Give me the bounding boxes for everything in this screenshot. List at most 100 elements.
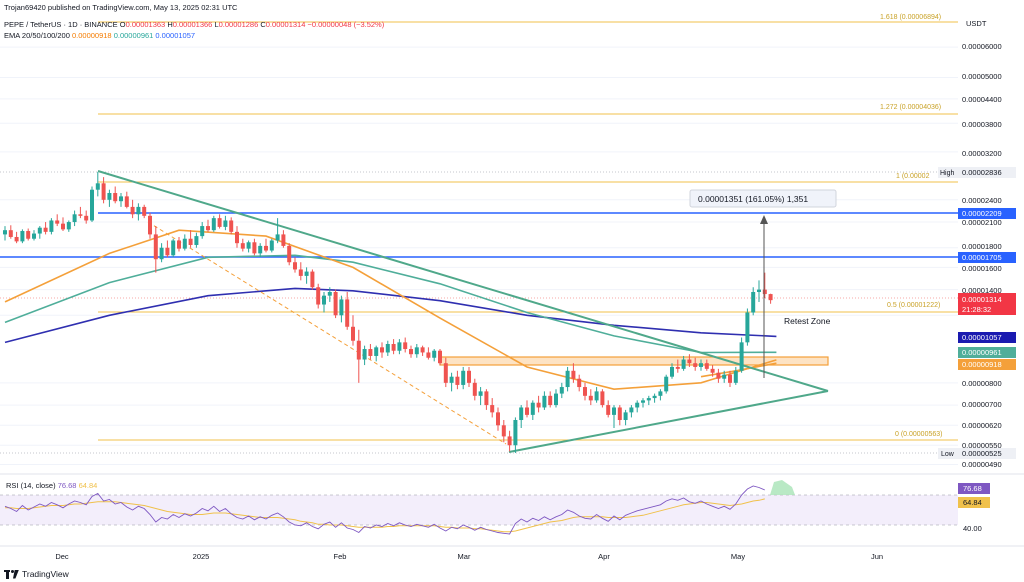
candle-body (246, 242, 251, 249)
candle-body (670, 366, 674, 377)
candle-body (43, 227, 48, 232)
trendlines (97, 170, 829, 453)
candle-body (165, 247, 170, 256)
tradingview-footer[interactable]: TradingView (4, 569, 69, 579)
candle-body (32, 233, 36, 239)
candle-body (414, 347, 419, 355)
candle-body (229, 220, 234, 232)
price-tick-label: 0.00004400 (962, 95, 1002, 104)
low-value-tag (958, 448, 1016, 459)
ohlc-low-label: L (214, 20, 219, 29)
rsi-lines (4, 485, 765, 535)
price-tick-label: 0.00000620 (962, 421, 1002, 430)
candle-body (264, 245, 268, 251)
candle-body (467, 370, 471, 383)
price-tick-label: 0.00002400 (962, 196, 1002, 205)
candle-body (55, 220, 60, 224)
candle-body (281, 234, 286, 246)
candle-body (548, 395, 553, 406)
candle-body (391, 343, 396, 351)
rsi-title[interactable]: RSI (14, close) (6, 481, 56, 490)
grid (0, 46, 958, 465)
ohlc-close-label: C (260, 20, 266, 29)
candle-body (513, 420, 518, 446)
rsi-value-tag (958, 483, 990, 494)
ohlc-open-label: O (119, 20, 126, 29)
retest-zone-label: Retest Zone (784, 316, 831, 326)
candle-body (124, 196, 129, 207)
ohlc-high: 0.00001366 (172, 20, 213, 29)
ohlc-low: 0.00001286 (218, 20, 259, 29)
candle-body (252, 242, 257, 254)
ema200-line (4, 287, 777, 344)
candle-body (107, 193, 112, 200)
ascending-trendline (508, 390, 829, 453)
candle-body (37, 227, 42, 234)
time-tick-label: 2025 (193, 552, 210, 561)
candle-body (397, 342, 402, 351)
candle-body (675, 366, 680, 369)
candle-body (426, 352, 431, 358)
candle-body (217, 218, 222, 227)
measure-label-box (689, 189, 837, 208)
fib-1-label: 1 (0.00002 (896, 173, 930, 180)
candle-body (240, 243, 245, 249)
candle-body (333, 291, 338, 316)
candle-body (484, 391, 489, 406)
high-value: 0.00002836 (962, 168, 1002, 177)
candle-body (641, 400, 645, 403)
price-tick-label: 0.00005000 (962, 72, 1002, 81)
ema200-value: 0.00001057 (962, 333, 1002, 342)
candle-body (84, 215, 89, 221)
candle-body (14, 236, 19, 242)
candle-body (757, 289, 761, 292)
dashed-projection (147, 221, 507, 445)
candle-body (362, 349, 367, 360)
candle-body (733, 370, 738, 383)
time-tick-label: Mar (458, 552, 471, 561)
candle-body (438, 350, 442, 364)
price-tick-label: 0.00006000 (962, 42, 1002, 51)
candle-body (385, 343, 390, 353)
candle-body (583, 387, 587, 396)
ohlc-open: 0.00001363 (125, 20, 166, 29)
ema50-value: 0.00000918 (962, 360, 1002, 369)
price-tick-label: 0.00003800 (962, 120, 1002, 129)
candle-body (658, 391, 663, 396)
publisher-line: Trojan69420 published on TradingView.com… (4, 3, 238, 12)
measure-arrowhead-icon (760, 215, 768, 224)
time-axis[interactable]: Dec 2025 Feb Mar Apr May Jun (55, 552, 883, 561)
fib-05-label: 0.5 (0.00001222) (887, 302, 940, 309)
resistance-1-tag (958, 208, 1016, 219)
ohlc-high-label: H (167, 20, 173, 29)
price-axis[interactable]: USDT 0.00006000 0.00005000 0.00004400 0.000… (962, 19, 1002, 469)
candle-body (571, 370, 576, 379)
candle-body (443, 363, 448, 383)
candle-body (258, 245, 263, 254)
low-tag-label: Low (941, 451, 955, 458)
candle-body (403, 342, 408, 350)
candle-body (478, 391, 483, 396)
ema-label[interactable]: EMA 20/50/100/200 (4, 31, 70, 40)
measure-tool: 0.00001351 (161.05%) 1,351 (689, 189, 837, 378)
candle-body (623, 412, 628, 421)
price-tick-label: 0.00000800 (962, 379, 1002, 388)
ema-value-1: 0.00000918 (71, 31, 112, 40)
candle-body (449, 376, 454, 383)
candle-body (177, 240, 181, 249)
candle-body (472, 382, 477, 396)
rsi-legend-ma: 64.84 (78, 481, 98, 490)
candle-body (681, 359, 686, 369)
legend-ohlc[interactable]: PEPE / TetherUS · 1D · BINANCE O0.000013… (4, 20, 384, 29)
candle-body (496, 412, 500, 426)
symbol-label[interactable]: PEPE / TetherUS · 1D · BINANCE (4, 20, 118, 29)
candle-body (194, 236, 199, 245)
rsi-value: 76.68 (963, 484, 982, 493)
candle-body (751, 291, 756, 313)
candle-body (356, 340, 361, 360)
candle-body (699, 363, 703, 367)
rsi-legend[interactable]: RSI (14, close) 76.68 64.84 (6, 481, 97, 490)
legend-ema[interactable]: EMA 20/50/100/200 0.00000918 0.00000961 … (4, 31, 195, 40)
price-tick-label: 0.00001400 (962, 286, 1002, 295)
